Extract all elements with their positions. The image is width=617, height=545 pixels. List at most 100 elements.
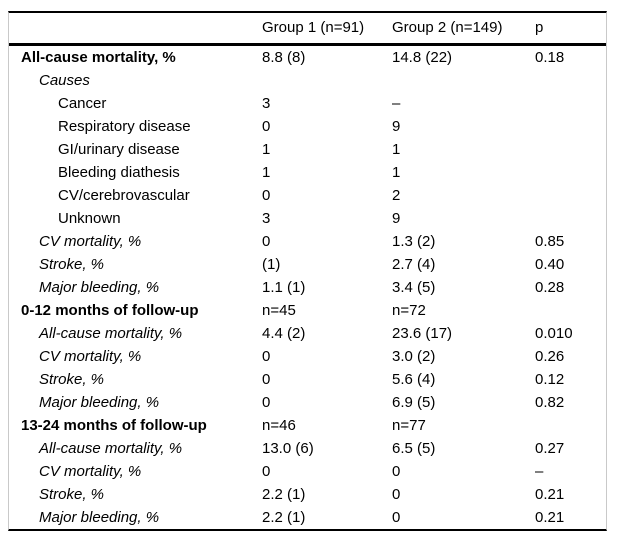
table-row: Unknown 3 9 bbox=[9, 207, 606, 230]
row-label: GI/urinary disease bbox=[58, 141, 180, 158]
column-header-group1: Group 1 (n=91) bbox=[262, 19, 365, 36]
cell-group2: 3.4 (5) bbox=[392, 279, 436, 296]
cell-group1: (1) bbox=[262, 256, 281, 273]
table-row: Major bleeding, % 2.2 (1) 0 0.21 bbox=[9, 506, 606, 529]
table-row: All-cause mortality, % 8.8 (8) 14.8 (22)… bbox=[9, 46, 606, 69]
cell-p: – bbox=[535, 463, 544, 480]
cell-group1: 3 bbox=[262, 95, 271, 112]
cell-p bbox=[535, 161, 606, 184]
table-row: GI/urinary disease 1 1 bbox=[9, 138, 606, 161]
table-body: All-cause mortality, % 8.8 (8) 14.8 (22)… bbox=[9, 46, 606, 529]
cell-group2: 6.9 (5) bbox=[392, 394, 436, 411]
table-row: All-cause mortality, % 4.4 (2) 23.6 (17)… bbox=[9, 322, 606, 345]
cell-group2: 9 bbox=[392, 118, 401, 135]
row-label: CV/cerebrovascular bbox=[58, 187, 190, 204]
cell-p: 0.18 bbox=[535, 49, 565, 66]
cell-group1: 0 bbox=[262, 118, 271, 135]
table-row: 13-24 months of follow-up n=46 n=77 bbox=[9, 414, 606, 437]
cell-p: 0.40 bbox=[535, 256, 565, 273]
cell-group2: 1 bbox=[392, 164, 401, 181]
cell-group2: 23.6 (17) bbox=[392, 325, 453, 342]
row-label: Stroke, % bbox=[39, 371, 105, 388]
outcomes-table: Group 1 (n=91) Group 2 (n=149) p All-cau… bbox=[8, 11, 607, 531]
cell-group1 bbox=[262, 69, 392, 92]
cell-group2: 3.0 (2) bbox=[392, 348, 436, 365]
cell-group2: 5.6 (4) bbox=[392, 371, 436, 388]
cell-group1: 4.4 (2) bbox=[262, 325, 306, 342]
cell-group2: 0 bbox=[392, 509, 401, 526]
table-row: CV mortality, % 0 1.3 (2) 0.85 bbox=[9, 230, 606, 253]
table-row: Stroke, % (1) 2.7 (4) 0.40 bbox=[9, 253, 606, 276]
cell-group1: 0 bbox=[262, 371, 271, 388]
table-row: Major bleeding, % 0 6.9 (5) 0.82 bbox=[9, 391, 606, 414]
table-row: Respiratory disease 0 9 bbox=[9, 115, 606, 138]
cell-p: 0.82 bbox=[535, 394, 565, 411]
table-row: Bleeding diathesis 1 1 bbox=[9, 161, 606, 184]
table-row: CV/cerebrovascular 0 2 bbox=[9, 184, 606, 207]
cell-p: 0.27 bbox=[535, 440, 565, 457]
cell-group1: 0 bbox=[262, 463, 271, 480]
cell-group1: 2.2 (1) bbox=[262, 509, 306, 526]
cell-group1: 3 bbox=[262, 210, 271, 227]
cell-group1: 1 bbox=[262, 141, 271, 158]
table-row: Stroke, % 0 5.6 (4) 0.12 bbox=[9, 368, 606, 391]
row-label: CV mortality, % bbox=[39, 463, 142, 480]
cell-group2: 0 bbox=[392, 463, 401, 480]
cell-group2: 14.8 (22) bbox=[392, 49, 453, 66]
cell-group1: 0 bbox=[262, 394, 271, 411]
row-label: All-cause mortality, % bbox=[21, 49, 176, 66]
table-row: Cancer 3 – bbox=[9, 92, 606, 115]
cell-group1: 1.1 (1) bbox=[262, 279, 306, 296]
row-label: Unknown bbox=[58, 210, 121, 227]
cell-group1: 2.2 (1) bbox=[262, 486, 306, 503]
cell-group2: n=72 bbox=[392, 302, 426, 319]
row-label: Cancer bbox=[58, 95, 107, 112]
cell-p: 0.010 bbox=[535, 325, 573, 342]
table-header-row: Group 1 (n=91) Group 2 (n=149) p bbox=[9, 13, 606, 46]
row-label: 0-12 months of follow-up bbox=[21, 302, 199, 319]
cell-p: 0.85 bbox=[535, 233, 565, 250]
row-label: Bleeding diathesis bbox=[58, 164, 180, 181]
row-label: All-cause mortality, % bbox=[39, 325, 183, 342]
column-header-p: p bbox=[535, 19, 544, 36]
row-label: Major bleeding, % bbox=[39, 509, 160, 526]
row-label: Stroke, % bbox=[39, 256, 105, 273]
row-label: Causes bbox=[39, 72, 90, 89]
cell-group2: – bbox=[392, 95, 401, 112]
cell-group2: 9 bbox=[392, 210, 401, 227]
table-row: Stroke, % 2.2 (1) 0 0.21 bbox=[9, 483, 606, 506]
cell-group2: n=77 bbox=[392, 417, 426, 434]
row-label: Major bleeding, % bbox=[39, 279, 160, 296]
cell-p bbox=[535, 299, 606, 322]
cell-group2 bbox=[392, 69, 535, 92]
cell-p: 0.21 bbox=[535, 486, 565, 503]
row-label: Stroke, % bbox=[39, 486, 105, 503]
row-label: CV mortality, % bbox=[39, 233, 142, 250]
column-header-label bbox=[9, 13, 262, 43]
cell-group1: 0 bbox=[262, 187, 271, 204]
cell-p bbox=[535, 69, 606, 92]
cell-group2: 2 bbox=[392, 187, 401, 204]
column-header-group2: Group 2 (n=149) bbox=[392, 19, 503, 36]
table-row: Major bleeding, % 1.1 (1) 3.4 (5) 0.28 bbox=[9, 276, 606, 299]
row-label: Major bleeding, % bbox=[39, 394, 160, 411]
cell-group1: n=45 bbox=[262, 302, 296, 319]
cell-p: 0.21 bbox=[535, 509, 565, 526]
cell-group1: 1 bbox=[262, 164, 271, 181]
row-label: 13-24 months of follow-up bbox=[21, 417, 207, 434]
cell-group2: 2.7 (4) bbox=[392, 256, 436, 273]
cell-group1: 0 bbox=[262, 348, 271, 365]
cell-p: 0.12 bbox=[535, 371, 565, 388]
cell-group2: 1.3 (2) bbox=[392, 233, 436, 250]
table-row: CV mortality, % 0 3.0 (2) 0.26 bbox=[9, 345, 606, 368]
cell-group1: n=46 bbox=[262, 417, 296, 434]
cell-group2: 0 bbox=[392, 486, 401, 503]
row-label: Respiratory disease bbox=[58, 118, 191, 135]
cell-group2: 1 bbox=[392, 141, 401, 158]
table-row: CV mortality, % 0 0 – bbox=[9, 460, 606, 483]
cell-p bbox=[535, 414, 606, 437]
table-row: Causes bbox=[9, 69, 606, 92]
cell-p bbox=[535, 184, 606, 207]
cell-group1: 8.8 (8) bbox=[262, 49, 306, 66]
table-row: 0-12 months of follow-up n=45 n=72 bbox=[9, 299, 606, 322]
